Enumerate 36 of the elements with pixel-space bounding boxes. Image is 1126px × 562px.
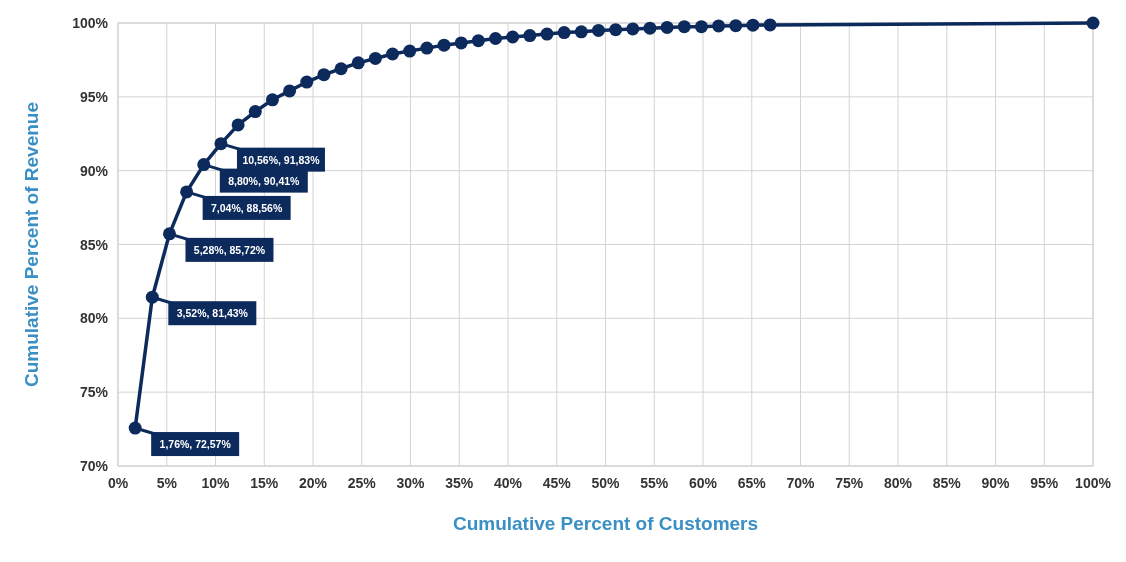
y-tick-label: 80% (79, 310, 109, 327)
x-tick-label: 55% (640, 475, 669, 491)
x-axis-title: Cumulative Percent of Customers (452, 513, 759, 534)
x-tick-label: 20% (298, 475, 328, 491)
x-tick-label: 40% (493, 475, 523, 491)
x-tick-label: 0% (107, 475, 129, 491)
x-tick-label: 5% (156, 475, 178, 491)
y-axis-title: Cumulative Percent of Revenue (21, 101, 42, 388)
x-tick-label: 10% (201, 475, 231, 491)
y-tick-label: 100% (72, 15, 109, 31)
x-tick-label: 85% (932, 475, 962, 491)
y-tick-label: 95% (79, 88, 109, 105)
data-label: 3,52%, 81,43% (176, 307, 249, 320)
x-tick-label: 75% (835, 475, 864, 491)
x-tick-label: 15% (250, 475, 279, 491)
data-label: 10,56%, 91,83% (242, 153, 321, 166)
y-tick-label: 75% (79, 384, 109, 401)
data-label: 1,76%, 72,57% (159, 438, 232, 451)
x-tick-label: 35% (445, 475, 474, 491)
x-tick-label: 80% (883, 475, 913, 491)
x-tick-label: 100% (1075, 475, 1112, 491)
data-label: 8,80%, 90,41% (228, 174, 301, 187)
x-tick-label: 30% (396, 475, 426, 491)
data-label: 5,28%, 85,72% (193, 243, 266, 256)
x-tick-label: 95% (1030, 475, 1059, 491)
y-tick-label: 85% (79, 236, 109, 253)
y-tick-label: 90% (79, 162, 109, 179)
x-tick-label: 25% (347, 475, 377, 491)
y-tick-label: 70% (79, 458, 109, 474)
x-tick-label: 90% (981, 475, 1011, 491)
x-tick-label: 60% (688, 475, 718, 491)
x-tick-label: 70% (786, 475, 816, 491)
x-tick-label: 65% (737, 475, 767, 491)
x-tick-label: 50% (591, 475, 621, 491)
data-label: 7,04%, 88,56% (211, 201, 283, 214)
x-tick-label: 45% (542, 475, 572, 491)
